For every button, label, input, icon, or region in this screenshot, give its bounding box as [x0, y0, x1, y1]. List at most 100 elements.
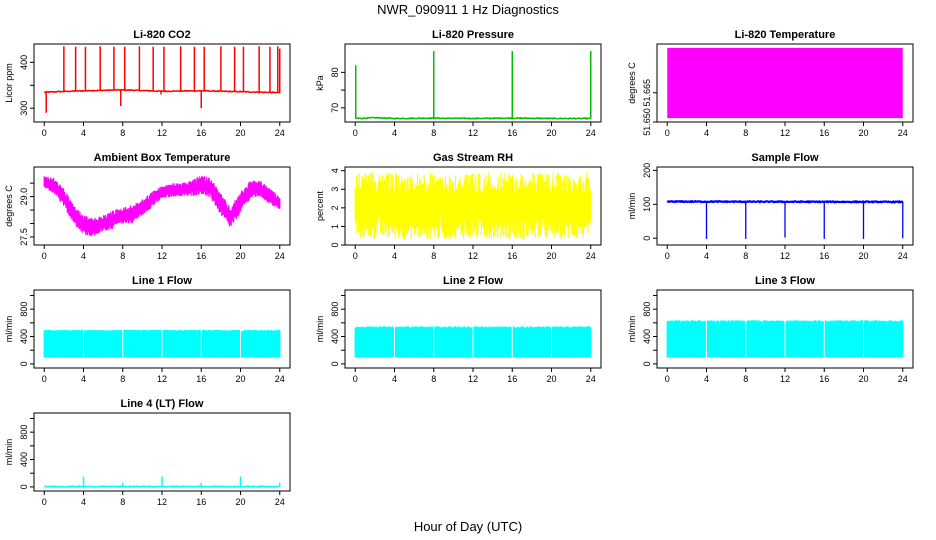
- x-tick-label: 0: [42, 497, 47, 507]
- x-tick-label: 16: [196, 497, 206, 507]
- series-noise: [43, 176, 281, 236]
- x-tick-label: 4: [392, 251, 397, 261]
- x-tick-label: 12: [780, 251, 790, 261]
- x-tick-label: 8: [431, 374, 436, 384]
- panel-9-series: [44, 476, 281, 489]
- y-tick-label: 3: [330, 187, 340, 192]
- x-tick-label: 12: [157, 374, 167, 384]
- x-tick-label: 16: [196, 128, 206, 138]
- panel-4-title: Gas Stream RH: [433, 152, 513, 164]
- y-tick-label: 0: [330, 242, 340, 247]
- panel-8: Line 3 Flow 0 4 8 12 16 20 24 0 400 800 ml/min: [627, 275, 914, 384]
- x-tick-label: 8: [120, 374, 125, 384]
- x-tick-label: 12: [157, 497, 167, 507]
- x-tick-label: 12: [780, 128, 790, 138]
- panel-8-series: [666, 320, 904, 358]
- y-tick-label: 800: [19, 425, 29, 440]
- x-tick-label: 20: [858, 128, 868, 138]
- x-tick-label: 8: [431, 128, 436, 138]
- x-tick-label: 4: [392, 128, 397, 138]
- y-tick-label: 0: [19, 484, 29, 489]
- panel-6: Line 1 Flow 0 4 8 12 16 20 24 0 400 800 ml/min: [4, 275, 291, 384]
- x-tick-label: 0: [42, 251, 47, 261]
- y-tick-label: 0: [330, 361, 340, 366]
- panel-9: Line 4 (LT) Flow 0 4 8 12 16 20 24 0 400 800 ml/min: [4, 398, 291, 507]
- x-tick-label: 20: [235, 251, 245, 261]
- x-tick-label: 24: [275, 374, 285, 384]
- y-tick-label: 1: [330, 224, 340, 229]
- x-tick-label: 24: [586, 251, 596, 261]
- x-tick-label: 4: [81, 497, 86, 507]
- x-tick-label: 4: [81, 128, 86, 138]
- panel-3-series: [43, 176, 281, 236]
- y-tick-label: 2: [330, 205, 340, 210]
- panel-5-y-axis-label: ml/min: [627, 193, 637, 220]
- y-tick-label: 0: [642, 361, 652, 366]
- x-tick-label: 16: [507, 128, 517, 138]
- panel-7: Line 2 Flow 0 4 8 12 16 20 24 0 400 800 ml/min: [315, 275, 602, 384]
- y-tick-label: 51.650: [642, 108, 652, 136]
- x-tick-label: 24: [275, 128, 285, 138]
- panel-1-series: [354, 51, 592, 121]
- panel-8-y-axis-label: ml/min: [627, 316, 637, 343]
- panel-1-title: Li-820 Pressure: [432, 29, 514, 41]
- panel-7-y-axis-label: ml/min: [315, 316, 325, 343]
- panel-6-y-axis-label: ml/min: [4, 316, 14, 343]
- x-tick-label: 8: [431, 251, 436, 261]
- panel-0-series: [43, 46, 281, 113]
- x-tick-label: 12: [468, 374, 478, 384]
- x-tick-label: 4: [81, 251, 86, 261]
- temperature-band: [667, 47, 903, 119]
- x-tick-label: 8: [743, 374, 748, 384]
- y-tick-label: 0: [642, 236, 652, 241]
- y-tick-label: 800: [19, 302, 29, 317]
- y-tick-label: 400: [19, 452, 29, 467]
- y-tick-label: 400: [642, 329, 652, 344]
- y-tick-label: 100: [642, 197, 652, 212]
- panel-3-y-axis-label: degrees C: [4, 185, 14, 227]
- panel-9-y-axis-label: ml/min: [4, 439, 14, 466]
- series-line: [43, 88, 281, 94]
- panel-7-title: Line 2 Flow: [443, 275, 503, 287]
- x-tick-label: 16: [819, 128, 829, 138]
- y-tick-label: 29.0: [19, 188, 29, 206]
- x-tick-label: 16: [196, 374, 206, 384]
- x-tick-label: 20: [546, 251, 556, 261]
- panel-3-title: Ambient Box Temperature: [94, 152, 231, 164]
- panel-2: Li-820 Temperature 0 4 8 12 16 20 24 51.65051.66…: [627, 29, 914, 138]
- x-tick-label: 20: [546, 128, 556, 138]
- x-tick-label: 16: [507, 251, 517, 261]
- x-tick-label: 12: [157, 128, 167, 138]
- x-tick-label: 24: [898, 374, 908, 384]
- panel-0: Li-820 CO2 0 4 8 12 16 20 24 300 400 Licor ppm: [4, 29, 291, 138]
- y-tick-label: 27.5: [19, 228, 29, 246]
- x-tick-label: 0: [42, 128, 47, 138]
- panel-1: Li-820 Pressure 0 4 8 12 16 20 24 70 80 kPa: [315, 29, 602, 138]
- panel-2-y-axis-label: degrees C: [627, 62, 637, 104]
- x-tick-label: 20: [235, 374, 245, 384]
- x-tick-label: 4: [81, 374, 86, 384]
- panel-5-series: [666, 199, 904, 239]
- x-tick-label: 24: [275, 497, 285, 507]
- x-tick-label: 24: [586, 374, 596, 384]
- x-tick-label: 4: [392, 374, 397, 384]
- x-tick-label: 0: [353, 251, 358, 261]
- panel-6-title: Line 1 Flow: [132, 275, 192, 287]
- panel-6-series: [43, 329, 281, 358]
- panel-0-frame: [33, 43, 291, 123]
- y-tick-label: 300: [19, 101, 29, 116]
- panel-4-y-axis-label: percent: [315, 190, 325, 221]
- x-tick-label: 20: [235, 497, 245, 507]
- y-tick-label: 80: [330, 67, 340, 77]
- x-tick-label: 0: [665, 374, 670, 384]
- x-tick-label: 24: [898, 128, 908, 138]
- panel-0-y-axis-label: Licor ppm: [4, 63, 14, 103]
- x-tick-label: 4: [704, 374, 709, 384]
- x-tick-label: 0: [665, 128, 670, 138]
- panel-1-frame: [344, 43, 602, 123]
- panel-9-title: Line 4 (LT) Flow: [121, 398, 204, 410]
- y-tick-label: 400: [330, 329, 340, 344]
